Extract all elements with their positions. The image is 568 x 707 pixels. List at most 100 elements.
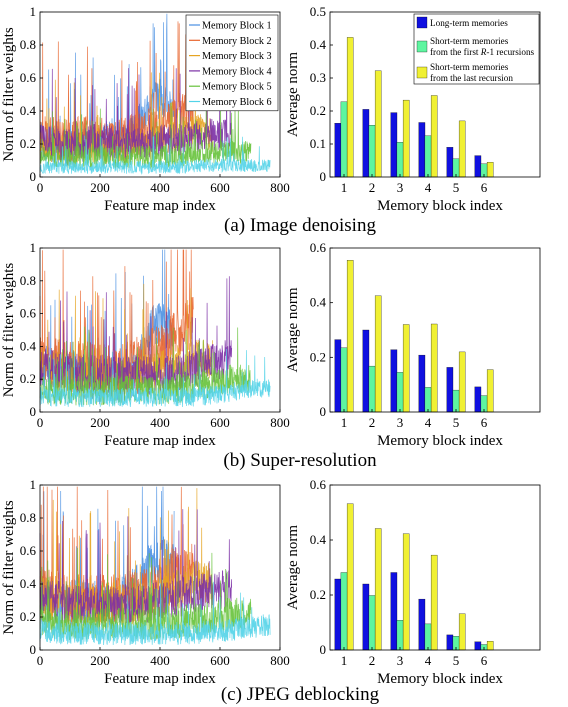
- panel-c-right-bar-block2-series2: [368, 595, 376, 651]
- panel-c-left-x-tick-label-0: 0: [37, 653, 44, 668]
- panel-a-left-y-axis-label: Norm of filter weights: [1, 27, 17, 162]
- panel-c-right-bar-block6-series3: [486, 641, 494, 651]
- panel-b-right-bar-block1-series3: [346, 260, 354, 413]
- panel-a-left-y-tick-label-1: 1: [30, 4, 37, 19]
- panel-a-right-x-tick-label-5: 5: [453, 180, 460, 195]
- panel-a-left-legend-label-1: Memory Block 1: [202, 21, 272, 32]
- panel-a-left-series-line-5: [39, 98, 252, 169]
- panel-a-right-bar-block3-series2: [396, 142, 404, 178]
- panel-c-right-bars: [334, 503, 494, 651]
- panel-a-right-y-tick-label-0.1: 0.1: [310, 136, 326, 151]
- panel-a-right-legend-swatch-2: [416, 40, 428, 53]
- panel-c-right-x-tick-label-1: 1: [341, 653, 348, 668]
- panel-a-left-x-tick-label-400: 400: [150, 180, 170, 195]
- panel-b-right-bar-block4-series1: [418, 354, 426, 413]
- panel-b-right-y-tick-label-0.6: 0.6: [310, 240, 327, 255]
- panel-c-right-bar-block4-series3: [430, 554, 438, 651]
- panel-c-right-bar-block3-series1: [390, 572, 398, 651]
- panel-c-left-x-tick-label-800: 800: [270, 653, 290, 668]
- panel-a-right-x-tick-label-2: 2: [369, 180, 376, 195]
- panel-b-left: 0 200 400 600 800 0 0.2 0.4 0.6 0.8 1 Feature map i…: [1, 240, 290, 449]
- panel-a-right-y-tick-label-0.5: 0.5: [310, 4, 326, 19]
- panel-a-right-bar-block1-series1: [334, 123, 342, 178]
- panel-c-left-y-tick-label-0.2: 0.2: [20, 609, 36, 624]
- panel-c-right-bar-block4-series2: [424, 623, 432, 651]
- panel-c-right-bar-block5-series3: [458, 613, 466, 651]
- panel-c-left-x-axis-label: Feature map index: [104, 671, 216, 687]
- panel-b-right-bar-block2-series3: [374, 295, 382, 413]
- panel-a-left-x-tick-label-0: 0: [37, 180, 44, 195]
- panel-a-left-y-tick-label-0: 0: [30, 169, 37, 184]
- panel-a-right-x-tick-label-3: 3: [397, 180, 404, 195]
- panel-a-right-legend-label-3: Short-term memories from the last recursi…: [430, 62, 513, 83]
- panel-a-left-x-tick-label-600: 600: [210, 180, 230, 195]
- panel-b-left-series-line-5: [39, 326, 252, 406]
- panel-b-left-x-tick-label-200: 200: [90, 415, 110, 430]
- panel-b-right-bar-block2-series1: [362, 329, 370, 413]
- panel-a-left-legend-label-2: Memory Block 2: [202, 36, 272, 47]
- panel-c-left-y-tick-label-1: 1: [30, 477, 37, 492]
- panel-c-right-y-tick-label-0.2: 0.2: [310, 587, 326, 602]
- panel-a-right-y-tick-label-0: 0: [320, 169, 327, 184]
- panel-a-left-series-line-6: [39, 136, 271, 175]
- panel-b-left-x-tick-label-800: 800: [270, 415, 290, 430]
- panel-a-right-legend-box: [413, 13, 540, 85]
- panel-b-left-y-axis-label: Norm of filter weights: [1, 263, 17, 398]
- panel-c-right: 1 2 3 4 5 6 0 0.2 0.4 0.6 Memory block index Averag…: [285, 477, 541, 687]
- panel-b-right-bar-block4-series2: [424, 387, 432, 413]
- panel-b-right-x-tick-label-4: 4: [425, 415, 432, 430]
- panel-a-left-legend: Memory Block 1 Memory Block 2 Memory Block…: [185, 14, 279, 112]
- panel-a-right-bar-block1-series2: [340, 101, 348, 178]
- panel-a-right-legend-swatch-3: [416, 66, 428, 79]
- panel-b-right-x-tick-label-1: 1: [341, 415, 348, 430]
- panel-b-left-y-tick-label-0.2: 0.2: [20, 371, 36, 386]
- panel-c-right-x-tick-label-6: 6: [481, 653, 488, 668]
- panel-c-right-bar-block1-series3: [346, 503, 354, 651]
- panel-b-left-x-tick-label-400: 400: [150, 415, 170, 430]
- panel-c-left-x-tick-label-400: 400: [150, 653, 170, 668]
- panel-a-right-bar-block2-series3: [374, 70, 382, 178]
- panel-a-left-plot-area: [39, 13, 271, 175]
- panel-b-right-y-axis-label: Average norm: [285, 287, 301, 372]
- panel-a-right-bar-block5-series1: [446, 147, 454, 178]
- panel-b-right-bar-block6-series1: [474, 386, 482, 413]
- panel-a-right-x-tick-label-4: 4: [425, 180, 432, 195]
- panel-c-left-y-tick-label-0.4: 0.4: [20, 576, 37, 591]
- panel-a-right-bar-block4-series2: [424, 135, 432, 178]
- panel-b-left-y-tick-label-0.8: 0.8: [20, 273, 36, 288]
- panel-a-right-x-axis-label: Memory block index: [377, 198, 503, 214]
- panel-b-right-bar-block5-series3: [458, 351, 466, 413]
- panel-a-right-bars: [334, 37, 494, 178]
- panel-c-right-bar-block6-series1: [474, 641, 482, 651]
- panel-a-left-legend-label-3: Memory Block 3: [202, 51, 272, 62]
- panel-b-right-x-tick-label-6: 6: [481, 415, 488, 430]
- panel-c-right-x-axis-label: Memory block index: [377, 671, 503, 687]
- panel-c-left-series-line-4: [39, 509, 233, 624]
- panel-c-left-plot-area: [39, 486, 271, 646]
- panel-a-left-x-axis-label: Feature map index: [104, 198, 216, 214]
- panel-a-right-bar-block2-series2: [368, 125, 376, 178]
- panel-a-right-y-tick-label-0.2: 0.2: [310, 103, 326, 118]
- panel-b-right-y-tick-label-0.4: 0.4: [310, 295, 327, 310]
- panel-b-right: 1 2 3 4 5 6 0 0.2 0.4 0.6 Memory block index Averag…: [285, 240, 541, 449]
- panel-a-right-legend-swatch-1: [416, 16, 428, 29]
- panel-c-left-y-tick-label-0.6: 0.6: [20, 543, 37, 558]
- panel-a-right-y-tick-label-0.3: 0.3: [310, 70, 326, 85]
- panel-c-right-y-tick-label-0.6: 0.6: [310, 477, 327, 492]
- panel-a-left-legend-label-5: Memory Block 5: [202, 82, 272, 93]
- panel-b-right-bar-block6-series3: [486, 369, 494, 413]
- panel-c-right-y-axis-label: Average norm: [285, 525, 301, 610]
- panel-c-right-bar-block3-series3: [402, 533, 410, 651]
- panel-a-right-legend-label-2: Short-term memories from the first R-1 re…: [430, 36, 535, 57]
- caption-c: (c) JPEG deblocking: [221, 684, 380, 705]
- panel-a-right-bar-block6-series3: [486, 162, 494, 178]
- panel-b-right-x-tick-label-5: 5: [453, 415, 460, 430]
- panel-c-right-axes-frame: [329, 484, 541, 651]
- panel-a-right-bar-block3-series3: [402, 99, 410, 178]
- panel-c-right-x-tick-label-2: 2: [369, 653, 376, 668]
- panel-c-right-x-tick-label-3: 3: [397, 653, 404, 668]
- panel-a-right-bar-block3-series1: [390, 112, 398, 178]
- panel-c-left-x-tick-label-200: 200: [90, 653, 110, 668]
- panel-a-right-bar-block4-series1: [418, 122, 426, 178]
- panel-b-left-x-axis-label: Feature map index: [104, 433, 216, 449]
